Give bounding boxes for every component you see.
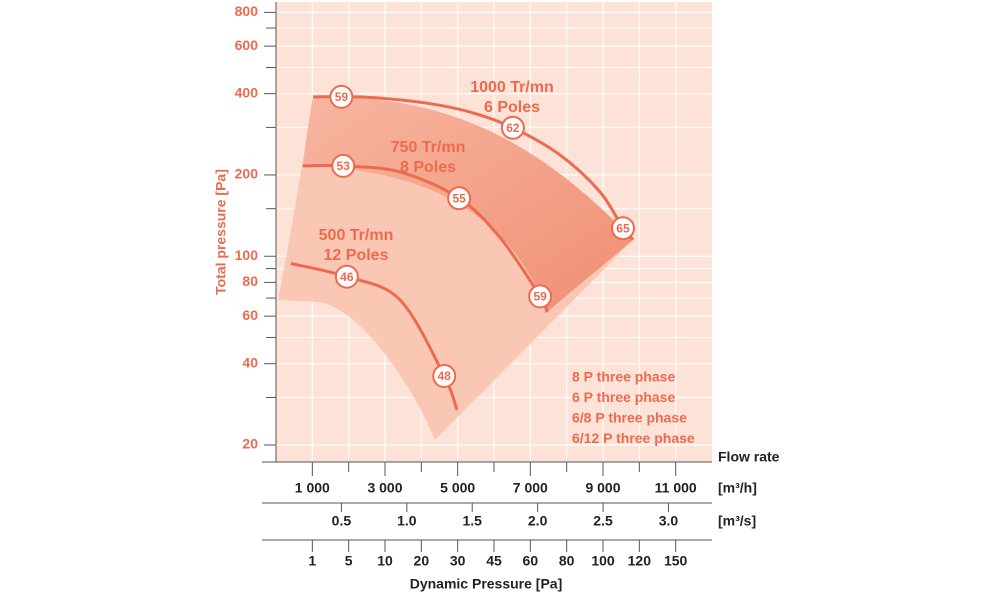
x3-tick-label: 10 <box>377 553 393 569</box>
point-marker <box>331 153 356 178</box>
x2-tick-label: 0.5 <box>332 513 352 529</box>
point-label: 48 <box>438 369 452 383</box>
x3-tick-label: 5 <box>345 553 353 569</box>
x-unit: [m³/h] <box>718 480 757 496</box>
y-tick-label: 200 <box>235 166 259 182</box>
series-name: 1000 Tr/mn <box>470 79 554 96</box>
x3-axis-title: Dynamic Pressure [Pa] <box>410 576 563 592</box>
x-tick-label: 5 000 <box>440 480 475 496</box>
x-tick-label: 7 000 <box>513 480 548 496</box>
note: 8 P three phase <box>572 369 675 385</box>
y-tick-label: 20 <box>242 436 258 452</box>
point-marker <box>500 115 525 140</box>
series-name: 500 Tr/mn <box>319 227 394 244</box>
x-tick-label: 3 000 <box>367 480 402 496</box>
y-tick-label: 800 <box>235 3 259 19</box>
x3-tick-label: 20 <box>414 553 430 569</box>
point-label: 46 <box>340 270 354 284</box>
y-tick-label: 40 <box>242 354 258 370</box>
y-tick-label: 100 <box>235 247 259 263</box>
x3-tick-label: 80 <box>559 553 575 569</box>
point-marker <box>432 364 457 389</box>
x-tick-label: 1 000 <box>295 480 330 496</box>
series-name: 750 Tr/mn <box>391 139 466 156</box>
x3-tick-label: 60 <box>523 553 539 569</box>
x3-tick-label: 1 <box>308 553 316 569</box>
x2-tick-label: 2.5 <box>593 513 613 529</box>
x3-tick-label: 120 <box>628 553 652 569</box>
point-marker <box>528 284 553 309</box>
curve <box>290 262 459 411</box>
y-tick-label: 80 <box>242 273 258 289</box>
note: 6 P three phase <box>572 389 675 405</box>
note: 6/8 P three phase <box>572 410 687 426</box>
x3-tick-label: 45 <box>486 553 502 569</box>
x-tick-label: 9 000 <box>585 480 620 496</box>
x2-tick-label: 1.5 <box>462 513 482 529</box>
y-tick-label: 60 <box>242 307 258 323</box>
x3-tick-label: 30 <box>450 553 466 569</box>
point-marker <box>447 186 472 211</box>
series-poles: 12 Poles <box>324 247 389 264</box>
x3-tick-label: 100 <box>591 553 615 569</box>
point-label: 65 <box>616 221 630 235</box>
point-label: 59 <box>335 90 349 104</box>
y-tick-label: 400 <box>235 84 259 100</box>
operating-envelope <box>278 97 633 440</box>
point-marker <box>610 216 635 241</box>
x2-tick-label: 1.0 <box>397 513 417 529</box>
note: 6/12 P three phase <box>572 430 695 446</box>
series-poles: 8 Poles <box>400 159 456 176</box>
point-label: 53 <box>337 159 351 173</box>
point-label: 62 <box>506 121 520 135</box>
x2-unit: [m³/s] <box>718 513 756 529</box>
y-tick-label: 600 <box>235 37 259 53</box>
x2-tick-label: 3.0 <box>659 513 679 529</box>
point-marker <box>329 84 354 109</box>
x-tick-label: 11 000 <box>655 480 697 496</box>
point-marker <box>334 264 359 289</box>
x2-tick-label: 2.0 <box>528 513 548 529</box>
point-label: 59 <box>533 290 547 304</box>
x3-tick-label: 150 <box>664 553 688 569</box>
y-axis-title: Total pressure [Pa] <box>213 169 229 295</box>
series-poles: 6 Poles <box>484 99 540 116</box>
point-label: 55 <box>452 191 466 205</box>
x-axis-title: Flow rate <box>718 449 780 465</box>
